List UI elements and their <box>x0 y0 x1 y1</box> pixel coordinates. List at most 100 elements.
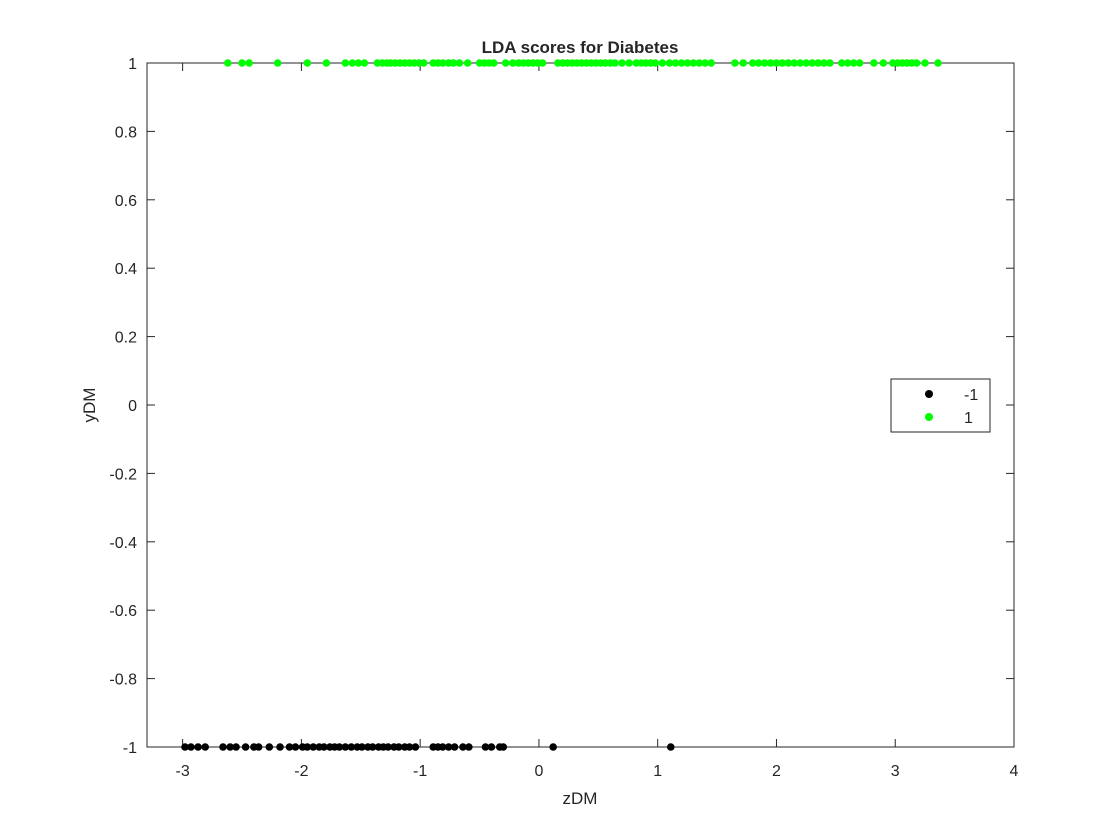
data-point-series-1 <box>487 743 496 751</box>
data-point-series-2 <box>879 59 888 67</box>
y-tick-label: 0.2 <box>115 330 137 347</box>
data-point-series-1 <box>232 743 240 751</box>
data-point-series-2 <box>754 59 763 67</box>
data-points <box>181 59 942 751</box>
data-point-series-2 <box>303 59 312 67</box>
data-point-series-1 <box>384 743 392 751</box>
data-point-series-2 <box>790 59 799 67</box>
data-point-series-1 <box>549 743 557 751</box>
y-tick-label: -0.2 <box>109 466 137 483</box>
x-tick-label: 0 <box>534 763 543 780</box>
y-tick-label: -0.4 <box>109 535 137 552</box>
data-point-series-2 <box>348 59 357 67</box>
y-tick-label: 0.8 <box>115 124 137 141</box>
data-point-series-2 <box>814 59 822 67</box>
data-point-series-2 <box>689 59 698 67</box>
data-point-series-1 <box>450 743 459 751</box>
data-point-series-2 <box>238 59 246 67</box>
data-point-series-1 <box>465 743 473 751</box>
plot-area <box>146 62 1015 748</box>
y-axis-ticks: -1 -0.8 -0.6 -0.4 -0.2 0 0.2 0.4 0.6 0.8 1 <box>109 56 1014 757</box>
data-point-series-2 <box>341 59 350 67</box>
legend-box <box>890 378 991 433</box>
data-point-series-2 <box>870 59 878 67</box>
data-point-series-1 <box>187 743 195 751</box>
data-point-series-1 <box>254 743 263 751</box>
data-point-series-2 <box>360 59 369 67</box>
y-axis-label: yDM <box>80 388 99 423</box>
x-tick-label: 2 <box>772 763 781 780</box>
data-point-series-2 <box>611 59 619 67</box>
data-point-series-1 <box>201 743 209 751</box>
data-point-series-1 <box>341 743 350 751</box>
data-point-series-1 <box>309 743 318 751</box>
data-point-series-1 <box>241 743 250 751</box>
data-point-series-2 <box>796 59 805 67</box>
data-point-series-1 <box>265 743 274 751</box>
data-point-series-2 <box>273 59 282 67</box>
y-tick-label: 1 <box>128 56 137 73</box>
data-point-series-1 <box>347 743 356 751</box>
data-point-series-2 <box>808 59 816 67</box>
data-point-series-2 <box>843 59 852 67</box>
data-point-series-2 <box>837 59 846 67</box>
data-point-series-1 <box>194 743 202 751</box>
data-point-series-2 <box>849 59 858 67</box>
legend-marker-series-2 <box>925 413 933 421</box>
data-point-series-1 <box>438 743 447 751</box>
data-point-series-1 <box>335 743 344 751</box>
x-tick-label: -2 <box>294 763 308 780</box>
data-point-series-2 <box>658 59 667 67</box>
chart-title: LDA scores for Diabetes <box>482 38 679 57</box>
data-point-series-2 <box>778 59 787 67</box>
data-point-series-1 <box>219 743 227 751</box>
x-tick-label: -1 <box>413 763 427 780</box>
data-point-series-2 <box>820 59 828 67</box>
data-point-series-2 <box>760 59 769 67</box>
data-point-series-2 <box>419 59 428 67</box>
y-tick-label: -0.6 <box>109 603 137 620</box>
data-point-series-2 <box>651 59 660 67</box>
data-point-series-2 <box>766 59 775 67</box>
data-point-series-1 <box>499 743 508 751</box>
data-point-series-1 <box>368 743 377 751</box>
y-tick-label: 0 <box>128 398 137 415</box>
data-point-series-2 <box>449 59 458 67</box>
data-point-series-2 <box>695 59 704 67</box>
data-point-series-2 <box>509 59 517 67</box>
data-point-series-2 <box>802 59 810 67</box>
data-point-series-2 <box>463 59 472 67</box>
y-tick-label: 0.4 <box>115 261 137 278</box>
data-point-series-2 <box>455 59 464 67</box>
data-point-series-2 <box>748 59 757 67</box>
y-tick-label: -1 <box>123 740 137 757</box>
data-point-series-2 <box>322 59 331 67</box>
data-point-series-2 <box>731 59 739 67</box>
data-point-series-2 <box>912 59 921 67</box>
data-point-series-2 <box>921 59 929 67</box>
data-point-series-1 <box>411 743 420 751</box>
data-point-series-2 <box>826 59 834 67</box>
data-point-series-2 <box>677 59 686 67</box>
y-tick-label: -0.8 <box>109 672 137 689</box>
data-point-series-2 <box>665 59 674 67</box>
x-tick-label: -3 <box>176 763 190 780</box>
data-point-series-2 <box>245 59 253 67</box>
x-tick-label: 1 <box>653 763 662 780</box>
data-point-series-2 <box>784 59 793 67</box>
data-point-series-1 <box>666 743 675 751</box>
data-point-series-1 <box>358 743 366 751</box>
data-point-series-2 <box>438 59 447 67</box>
data-point-series-2 <box>855 59 864 67</box>
data-point-series-2 <box>538 59 547 67</box>
legend[interactable]: -1 1 <box>890 378 991 433</box>
data-point-series-2 <box>223 59 232 67</box>
data-point-series-1 <box>444 743 453 751</box>
x-axis-ticks: -3 -2 -1 0 1 2 3 4 <box>176 63 1019 780</box>
legend-label-series-2: 1 <box>964 410 973 427</box>
data-point-series-1 <box>320 743 328 751</box>
data-point-series-2 <box>934 59 942 67</box>
x-axis-label: zDM <box>563 789 598 808</box>
data-point-series-2 <box>671 59 680 67</box>
